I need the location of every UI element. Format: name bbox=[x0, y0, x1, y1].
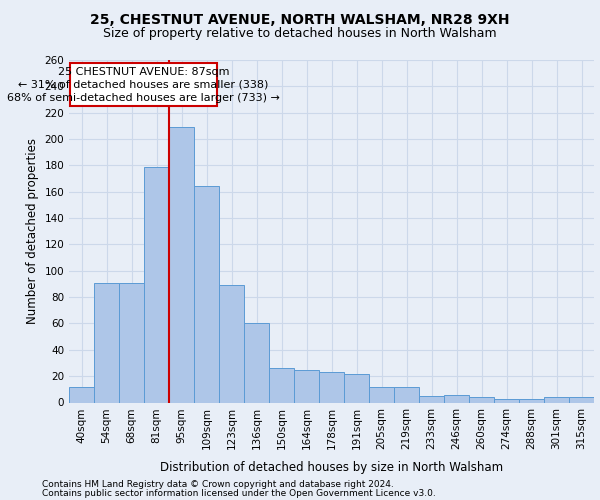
Bar bbox=[69, 386, 94, 402]
Bar bbox=[169, 127, 194, 402]
Bar bbox=[144, 166, 169, 402]
Bar bbox=[569, 397, 594, 402]
Text: Contains HM Land Registry data © Crown copyright and database right 2024.: Contains HM Land Registry data © Crown c… bbox=[42, 480, 394, 489]
Text: 68% of semi-detached houses are larger (733) →: 68% of semi-detached houses are larger (… bbox=[7, 93, 280, 103]
Text: 25 CHESTNUT AVENUE: 87sqm: 25 CHESTNUT AVENUE: 87sqm bbox=[58, 66, 229, 76]
Text: ← 31% of detached houses are smaller (338): ← 31% of detached houses are smaller (33… bbox=[18, 80, 269, 90]
Bar bbox=[394, 386, 419, 402]
Text: Size of property relative to detached houses in North Walsham: Size of property relative to detached ho… bbox=[103, 28, 497, 40]
Bar bbox=[544, 397, 569, 402]
Bar bbox=[244, 324, 269, 402]
Bar bbox=[219, 286, 244, 403]
Bar bbox=[369, 386, 394, 402]
X-axis label: Distribution of detached houses by size in North Walsham: Distribution of detached houses by size … bbox=[160, 460, 503, 473]
Bar bbox=[419, 396, 444, 402]
Bar bbox=[319, 372, 344, 402]
Bar bbox=[94, 282, 119, 403]
Bar bbox=[494, 398, 519, 402]
Text: Contains public sector information licensed under the Open Government Licence v3: Contains public sector information licen… bbox=[42, 488, 436, 498]
Bar bbox=[469, 397, 494, 402]
Text: 25, CHESTNUT AVENUE, NORTH WALSHAM, NR28 9XH: 25, CHESTNUT AVENUE, NORTH WALSHAM, NR28… bbox=[90, 12, 510, 26]
FancyBboxPatch shape bbox=[70, 62, 217, 106]
Bar bbox=[119, 282, 144, 403]
Bar bbox=[269, 368, 294, 402]
Bar bbox=[194, 186, 219, 402]
Bar bbox=[344, 374, 369, 402]
Bar bbox=[294, 370, 319, 402]
Bar bbox=[519, 398, 544, 402]
Bar bbox=[444, 394, 469, 402]
Y-axis label: Number of detached properties: Number of detached properties bbox=[26, 138, 39, 324]
